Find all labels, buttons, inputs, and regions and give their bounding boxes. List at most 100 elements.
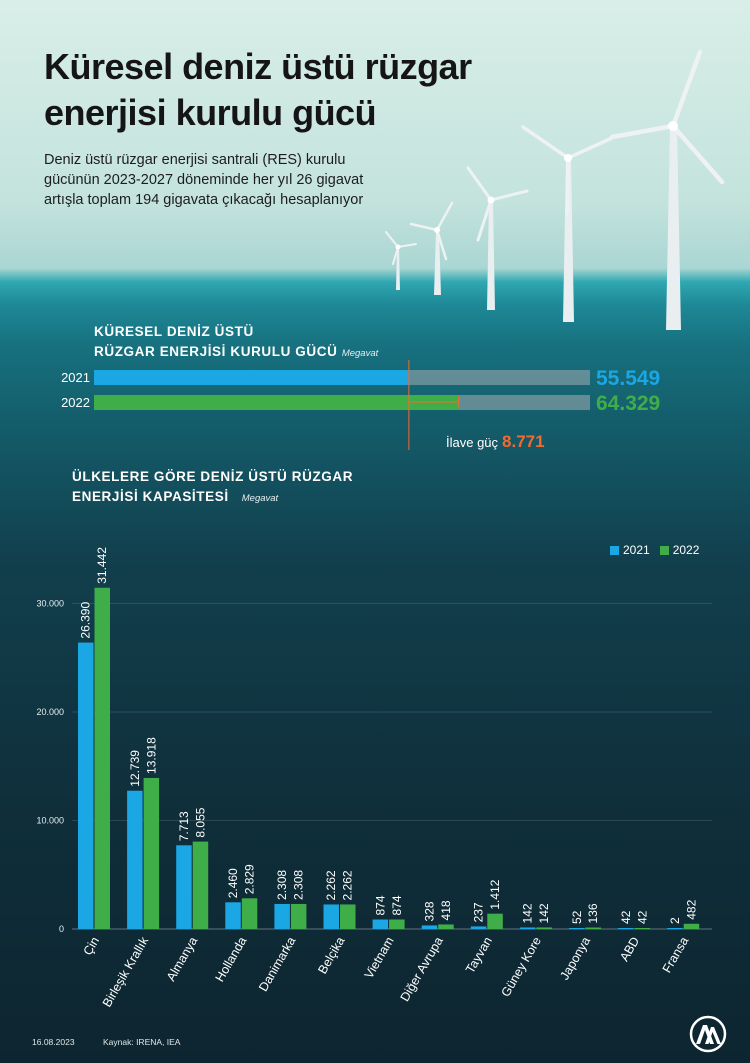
- bar-value-label-2021-4: 2.308: [275, 870, 289, 900]
- bar-2021-8: [470, 926, 487, 929]
- category-label-2: Almanya: [164, 934, 200, 983]
- bar-value-label-2021-5: 2.262: [324, 870, 338, 900]
- bar-value-label-2022-5: 2.262: [341, 870, 355, 900]
- bar-value-label-2021-2: 7.713: [177, 811, 191, 841]
- global-bar-2021: [94, 370, 409, 385]
- global-title-line2: RÜZGAR ENERJİSİ KURULU GÜCÜ: [94, 344, 338, 359]
- added-capacity-text: İlave güç: [446, 435, 499, 450]
- category-label-7: Diğer Avrupa: [398, 934, 446, 1003]
- bar-2022-5: [340, 904, 356, 929]
- global-chart-title: KÜRESEL DENİZ ÜSTÜ RÜZGAR ENERJİSİ KURUL…: [94, 322, 378, 364]
- global-chart-unit: Megavat: [341, 348, 379, 359]
- bar-value-label-2021-1: 12.739: [128, 750, 142, 787]
- legend-label-2022: 2022: [672, 543, 700, 557]
- y-tick-label-3: 30.000: [36, 598, 64, 608]
- country-title-line2: ENERJİSİ KAPASİTESİ: [72, 489, 229, 504]
- bar-2022-2: [192, 841, 209, 929]
- bar-2022-8: [487, 913, 503, 929]
- y-tick-label-2: 20.000: [36, 707, 64, 717]
- bar-2022-10: [585, 927, 601, 929]
- bar-2022-9: [536, 927, 552, 929]
- bar-2021-7: [421, 925, 438, 929]
- bar-2021-3: [225, 902, 241, 929]
- category-label-3: Hollanda: [213, 934, 250, 984]
- y-tick-label-0: 0: [59, 924, 64, 934]
- bar-value-label-2021-6: 874: [373, 895, 387, 915]
- category-label-4: Danimarka: [256, 934, 298, 993]
- legend-swatch-2022: [659, 545, 669, 555]
- category-label-5: Belçika: [315, 934, 347, 976]
- bar-value-label-2021-0: 26.390: [79, 602, 93, 639]
- category-label-10: Japonya: [557, 934, 593, 982]
- country-chart-title: ÜLKELERE GÖRE DENİZ ÜSTÜ RÜZGAR ENERJİSİ…: [72, 467, 353, 509]
- bar-value-label-2021-3: 2.460: [226, 868, 240, 898]
- bar-2022-11: [634, 928, 651, 929]
- bar-value-label-2021-10: 52: [570, 910, 584, 924]
- category-label-12: Fransa: [660, 934, 692, 975]
- bar-value-label-2021-8: 237: [472, 902, 486, 922]
- bar-2021-1: [127, 790, 143, 929]
- bar-2021-4: [274, 903, 290, 929]
- bar-value-label-2022-12: 482: [684, 899, 698, 919]
- category-label-6: Vietnam: [362, 935, 397, 982]
- bar-2022-6: [389, 919, 405, 929]
- bar-value-label-2022-10: 136: [586, 903, 600, 923]
- global-bar-value-2022: 64.329: [596, 392, 660, 415]
- bar-2022-0: [94, 587, 110, 929]
- category-label-9: Güney Kore: [499, 934, 545, 999]
- chart-legend: 2021 2022: [610, 543, 699, 557]
- added-capacity-value: 8.771: [502, 432, 545, 451]
- page-title: Küresel deniz üstü rüzgar enerjisi kurul…: [44, 46, 472, 133]
- footer-date: 16.08.2023: [32, 1037, 75, 1047]
- country-title-line1: ÜLKELERE GÖRE DENİZ ÜSTÜ RÜZGAR: [72, 469, 354, 484]
- global-capacity-chart: 2021 55.549 2022 64.329: [61, 360, 660, 450]
- bar-2022-4: [290, 903, 307, 929]
- bar-value-label-2022-0: 31.442: [95, 547, 109, 584]
- bar-2021-6: [372, 919, 389, 929]
- bar-value-label-2022-9: 142: [537, 903, 551, 923]
- bar-value-label-2022-7: 418: [439, 900, 453, 920]
- bar-2021-9: [519, 927, 536, 929]
- bar-2022-7: [438, 924, 454, 929]
- bar-value-label-2022-2: 8.055: [193, 807, 207, 837]
- bar-2021-0: [78, 642, 94, 929]
- legend-item-2021: 2021: [610, 543, 650, 557]
- bar-2022-3: [241, 898, 258, 929]
- bar-2022-1: [143, 777, 160, 929]
- wind-turbines-illustration: [385, 49, 725, 330]
- footer-source: Kaynak: IRENA, IEA: [103, 1037, 181, 1047]
- legend-item-2022: 2022: [659, 543, 700, 557]
- legend-swatch-2021: [610, 545, 619, 555]
- category-label-1: Birleşik Krallık: [100, 934, 152, 1010]
- category-label-11: ABD: [617, 935, 642, 964]
- bar-2022-12: [683, 923, 700, 929]
- bar-value-label-2022-11: 42: [635, 910, 649, 924]
- bar-2021-12: [667, 928, 683, 929]
- bar-value-label-2021-9: 142: [521, 903, 535, 923]
- bar-value-label-2021-12: 2: [668, 917, 682, 924]
- global-bar-label-2021: 2021: [61, 370, 90, 385]
- legend-label-2021: 2021: [623, 543, 650, 557]
- bar-2021-5: [323, 904, 339, 929]
- y-tick-label-1: 10.000: [36, 815, 64, 825]
- agency-logo-icon: [689, 1015, 727, 1053]
- global-bar-2022: [94, 395, 459, 410]
- bar-value-label-2022-1: 13.918: [144, 737, 158, 774]
- global-bar-value-2021: 55.549: [596, 367, 660, 390]
- global-title-line1: KÜRESEL DENİZ ÜSTÜ: [94, 324, 254, 339]
- bar-2021-2: [176, 845, 192, 929]
- bar-value-label-2022-6: 874: [390, 895, 404, 915]
- bar-value-label-2022-4: 2.308: [292, 870, 306, 900]
- bar-2021-10: [569, 928, 585, 929]
- bar-value-label-2022-3: 2.829: [243, 864, 257, 894]
- category-label-8: Tayvan: [463, 934, 495, 975]
- category-label-0: Çin: [81, 934, 103, 957]
- global-bar-label-2022: 2022: [61, 395, 90, 410]
- country-chart-unit: Megavat: [241, 493, 279, 504]
- added-capacity-label: İlave güç 8.771: [446, 432, 545, 452]
- page-subtitle: Deniz üstü rüzgar enerjisi santrali (RES…: [44, 152, 364, 208]
- bar-value-label-2022-8: 1.412: [488, 879, 502, 909]
- bar-value-label-2021-11: 42: [619, 910, 633, 924]
- bar-value-label-2021-7: 328: [422, 901, 436, 921]
